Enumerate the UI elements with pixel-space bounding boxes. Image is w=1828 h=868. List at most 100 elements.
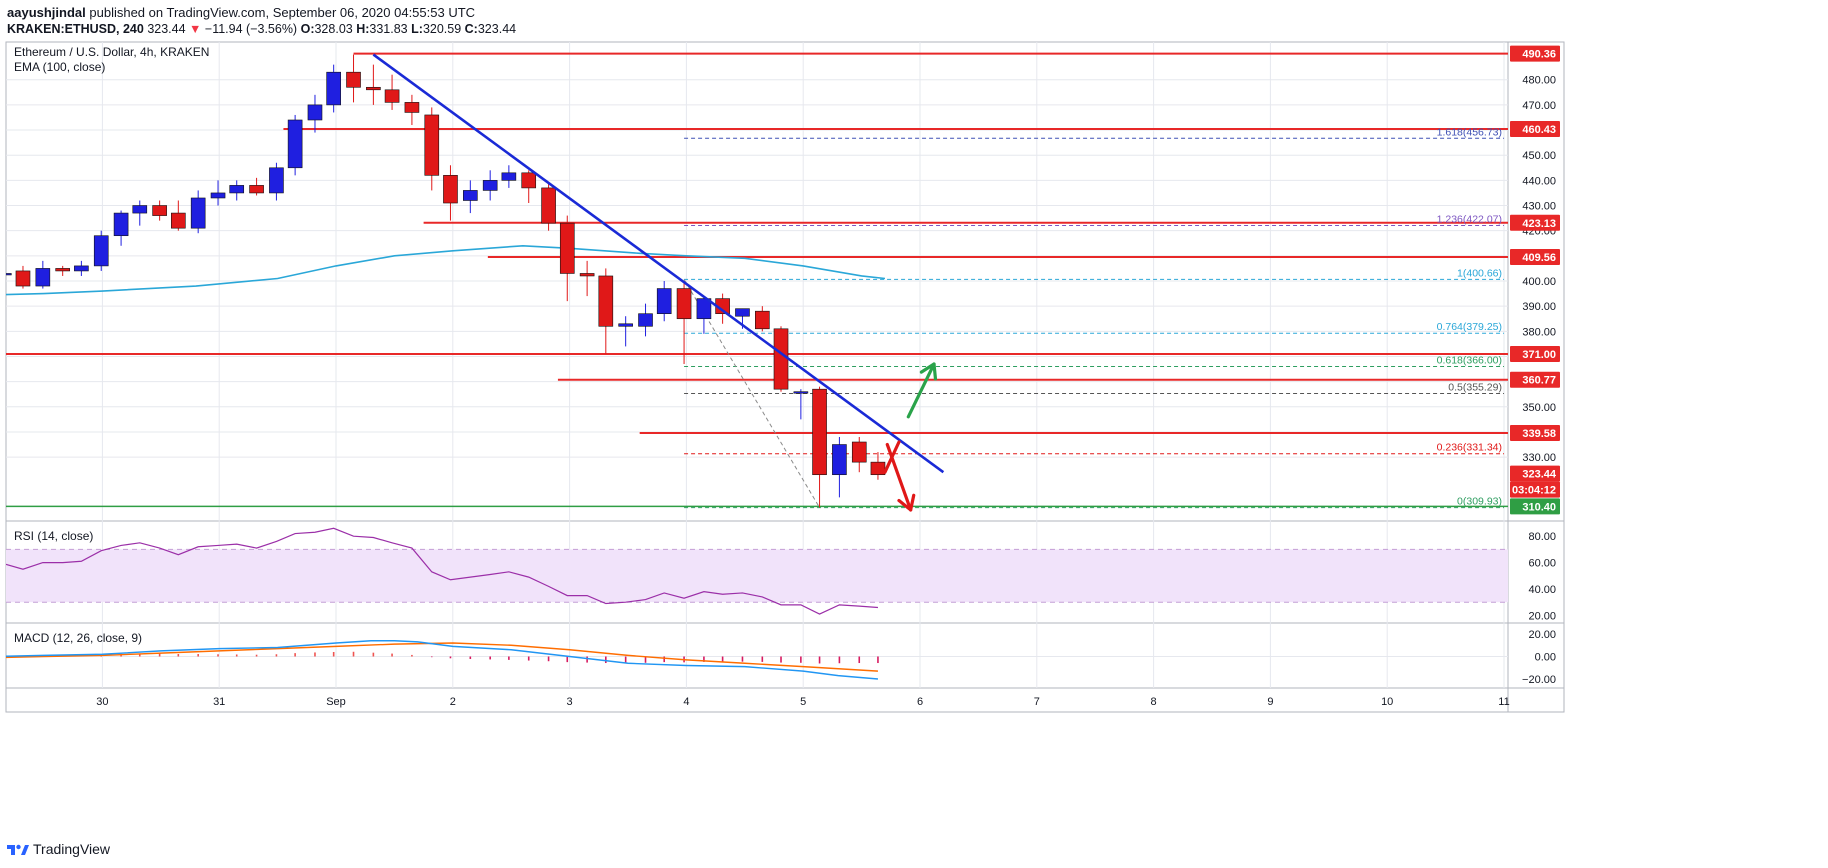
- candle: [6, 273, 12, 276]
- low-value: 320.59: [422, 22, 462, 36]
- fib-level-label: 0.236(331.34): [1437, 442, 1502, 454]
- level-price-label: 371.00: [1522, 349, 1556, 361]
- macd-pane: [6, 640, 1508, 680]
- x-tick-label: 10: [1381, 696, 1393, 708]
- x-tick-label: 4: [683, 696, 689, 708]
- price-pane-title: Ethereum / U.S. Dollar, 4h, KRAKEN: [14, 45, 209, 59]
- path-stroke: [883, 440, 901, 474]
- x-tick-label: 30: [96, 696, 108, 708]
- macd-tick-label: 0.00: [1535, 652, 1556, 664]
- low-label: L:: [411, 22, 423, 36]
- candle-body: [501, 172, 517, 181]
- price-axis-labels: 490.36 460.43 423.13 409.56 371.00 360.77 339.…: [1510, 45, 1560, 515]
- candle: [541, 182, 556, 231]
- tradingview-logo[interactable]: TradingView: [6, 841, 110, 857]
- candle: [171, 200, 186, 231]
- fib-level-label: 0(309.93): [1457, 496, 1502, 508]
- candle: [832, 436, 847, 498]
- candle: [793, 389, 809, 420]
- candle-body: [559, 222, 575, 274]
- change-text: −11.94 (−3.56%): [204, 22, 298, 36]
- y-tick-label: 350.00: [1522, 402, 1556, 414]
- published-text: published on TradingView.com, September …: [89, 5, 476, 20]
- symbol-label[interactable]: KRAKEN:ETHUSD, 240: [7, 22, 144, 36]
- candle: [249, 177, 264, 196]
- level-price-label-bg: [1510, 214, 1560, 231]
- macd-pane-title: MACD (12, 26, close, 9): [14, 631, 142, 645]
- level-price-label-bg: [1510, 345, 1560, 362]
- x-tick-label: 31: [213, 696, 225, 708]
- candle-body: [152, 205, 167, 216]
- candle: [755, 306, 770, 332]
- close-label: C:: [464, 22, 478, 36]
- candle: [269, 162, 284, 201]
- candle: [366, 64, 381, 105]
- candle-body: [521, 172, 537, 189]
- candle-body: [812, 388, 827, 476]
- candle-body: [735, 308, 750, 317]
- price-pane: 1.618(456.73) 1.236(422.07) 1(400.66) 0.764…: [6, 52, 1508, 512]
- candle: [870, 452, 886, 480]
- x-axis-ticks: 30 31 Sep 2 3 4 5 6 7 8 9 10 11: [96, 696, 1509, 708]
- candle: [638, 303, 653, 337]
- fib-level-label: 0.618(366.00): [1437, 355, 1502, 367]
- quote-line: KRAKEN:ETHUSD, 240 323.44 ▼ −11.94 (−3.5…: [7, 22, 516, 37]
- candles: [6, 54, 886, 508]
- candle-body: [579, 273, 595, 277]
- x-tick-label: Sep: [326, 696, 346, 708]
- macd-tick-label: −20.00: [1522, 674, 1556, 686]
- candle: [113, 210, 129, 246]
- candle: [443, 165, 458, 221]
- candle: [190, 190, 206, 234]
- macd-line: [6, 640, 879, 680]
- macd-tick-label: 20.00: [1528, 629, 1556, 641]
- candle: [715, 293, 730, 324]
- candle-body: [793, 391, 809, 394]
- candle-body: [638, 313, 653, 327]
- candle-body: [326, 71, 341, 106]
- author-name[interactable]: aayushjindal: [7, 5, 86, 20]
- bearish-trendline: [372, 53, 945, 474]
- candle-body: [656, 288, 672, 315]
- candle-body: [755, 310, 770, 330]
- plot-background: [6, 42, 1508, 712]
- candle: [74, 260, 89, 276]
- candle: [676, 283, 692, 365]
- candle-body: [676, 288, 692, 320]
- candle: [424, 107, 440, 191]
- candle-body: [113, 212, 129, 237]
- candle: [773, 326, 789, 392]
- countdown-label-bg: [1510, 481, 1560, 498]
- y-tick-label: 380.00: [1522, 326, 1556, 338]
- candle: [93, 230, 109, 271]
- rsi-band: [6, 549, 1508, 603]
- candle: [35, 260, 51, 289]
- bearish-arrow-head: [897, 493, 916, 512]
- candle: [696, 296, 712, 334]
- x-tick-label: 8: [1151, 696, 1157, 708]
- x-tick-label: 6: [917, 696, 923, 708]
- fib-level-label: 1.618(456.73): [1437, 126, 1502, 138]
- candle-body: [210, 192, 226, 199]
- rsi-tick-label: 40.00: [1528, 584, 1556, 596]
- candle: [132, 200, 148, 226]
- bullish-arrow-head: [919, 362, 938, 381]
- x-tick-label: 7: [1034, 696, 1040, 708]
- level-price-label: 360.77: [1522, 375, 1556, 387]
- candle-body: [443, 175, 458, 204]
- candle: [521, 170, 537, 204]
- support-price-label-bg: [1510, 498, 1560, 515]
- support-price-label: 310.40: [1522, 501, 1556, 513]
- rsi-pane: [6, 527, 1508, 615]
- level-price-label-bg: [1510, 120, 1560, 137]
- bullish-arrow-shaft: [906, 362, 936, 419]
- close-value: 323.44: [477, 22, 517, 36]
- y-tick-label: 450.00: [1522, 150, 1556, 162]
- candle: [326, 64, 341, 113]
- bullish-arrow: [906, 362, 938, 419]
- fib-level-label: 0.764(379.25): [1437, 321, 1502, 333]
- publish-info: aayushjindal published on TradingView.co…: [7, 5, 475, 20]
- candle-body: [696, 298, 712, 320]
- candle-body: [269, 167, 284, 194]
